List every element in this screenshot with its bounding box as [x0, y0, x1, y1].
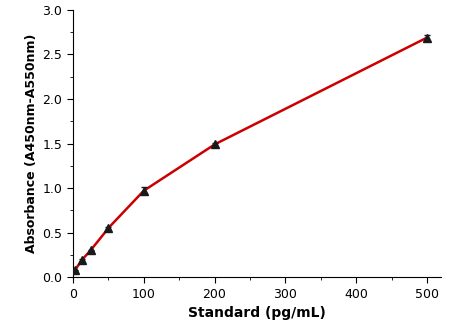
Y-axis label: Absorbance (A450nm-A550nm): Absorbance (A450nm-A550nm)	[25, 34, 38, 253]
X-axis label: Standard (pg/mL): Standard (pg/mL)	[188, 306, 326, 320]
